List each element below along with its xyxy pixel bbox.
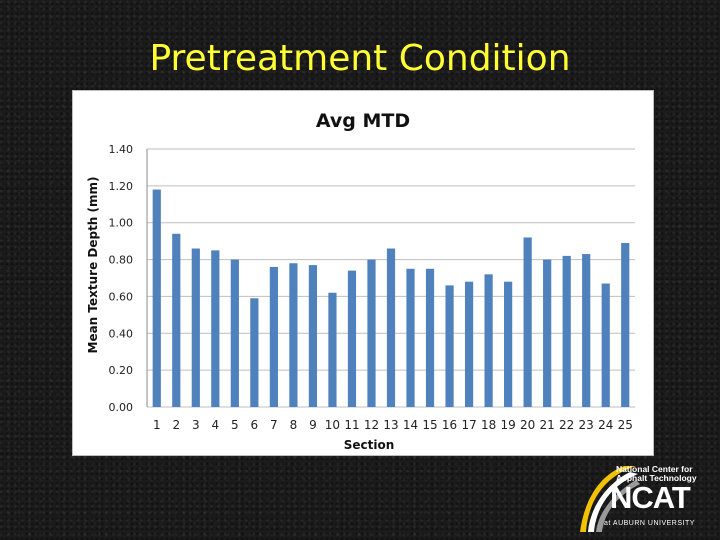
x-tick-label: 3 xyxy=(192,418,200,432)
x-tick-label: 17 xyxy=(461,418,476,432)
y-tick-label: 0.80 xyxy=(109,254,134,267)
x-tick-label: 6 xyxy=(251,418,259,432)
bar-section-6 xyxy=(250,298,259,407)
bar-section-12 xyxy=(367,259,376,407)
y-tick-label: 1.40 xyxy=(109,143,134,156)
chart-title: Avg MTD xyxy=(316,110,410,132)
logo-tagline: at AUBURN UNIVERSITY xyxy=(604,520,695,527)
bar-section-15 xyxy=(425,268,435,407)
y-tick-label: 1.20 xyxy=(109,180,134,193)
logo-line-2: Asphalt Technology xyxy=(616,473,697,483)
logo-line-1: National Center for xyxy=(616,464,693,474)
logo-org-name: National Center for Asphalt Technology xyxy=(616,465,697,483)
bar-section-18 xyxy=(484,274,493,407)
x-axis-label: Section xyxy=(344,438,395,452)
x-tick-label: 19 xyxy=(500,418,515,432)
bar-section-3 xyxy=(191,248,200,407)
chart-panel: Avg MTD Section Mean Texture Depth (mm) … xyxy=(72,90,654,456)
x-tick-label: 8 xyxy=(290,418,298,432)
bar-section-1 xyxy=(152,189,161,407)
bar-section-14 xyxy=(406,268,415,407)
y-axis-ticks: 0.00 0.20 0.40 0.60 0.80 1.00 1.20 1.40 xyxy=(109,143,134,414)
y-tick-label: 0.00 xyxy=(109,401,134,414)
x-tick-label: 21 xyxy=(540,418,555,432)
bar-section-17 xyxy=(464,281,474,407)
bar-section-24 xyxy=(601,283,610,407)
x-tick-label: 5 xyxy=(231,418,239,432)
bar-section-21 xyxy=(543,259,552,407)
x-tick-label: 12 xyxy=(364,418,379,432)
x-tick-label: 11 xyxy=(344,418,359,432)
bar-section-19 xyxy=(504,281,513,407)
x-tick-label: 2 xyxy=(172,418,180,432)
x-tick-label: 16 xyxy=(442,418,457,432)
x-tick-label: 4 xyxy=(211,418,219,432)
y-axis-label: Mean Texture Depth (mm) xyxy=(86,176,100,353)
bar-section-16 xyxy=(445,285,454,407)
bar-section-4 xyxy=(211,250,220,407)
bar-chart: Avg MTD Section Mean Texture Depth (mm) … xyxy=(86,110,635,452)
bars xyxy=(152,189,630,407)
bar-section-5 xyxy=(230,259,239,407)
bar-section-20 xyxy=(523,237,532,407)
x-tick-label: 25 xyxy=(618,418,633,432)
bar-section-22 xyxy=(562,255,571,407)
x-tick-label: 7 xyxy=(270,418,278,432)
x-tick-label: 15 xyxy=(422,418,437,432)
y-tick-label: 1.00 xyxy=(109,217,134,230)
bar-section-23 xyxy=(582,254,591,407)
x-tick-label: 13 xyxy=(383,418,398,432)
logo-wordmark: NCAT xyxy=(610,480,691,515)
x-tick-label: 18 xyxy=(481,418,496,432)
x-tick-label: 14 xyxy=(403,418,418,432)
x-tick-label: 22 xyxy=(559,418,574,432)
x-tick-label: 10 xyxy=(325,418,340,432)
bar-section-9 xyxy=(308,265,318,407)
slide-title: Pretreatment Condition xyxy=(149,38,571,79)
x-tick-label: 20 xyxy=(520,418,535,432)
road-swoosh-icon xyxy=(580,466,640,532)
x-axis-ticks: 1 2 3 4 5 6 7 8 9 10 11 12 13 14 15 16 17 18 19 20 21 22 23 24 2… xyxy=(153,418,633,432)
y-tick-label: 0.60 xyxy=(109,290,134,303)
bar-section-7 xyxy=(269,266,278,407)
bar-section-10 xyxy=(328,292,337,407)
bar-section-25 xyxy=(621,242,630,407)
bar-section-11 xyxy=(347,270,357,407)
y-tick-label: 0.20 xyxy=(109,364,134,377)
x-tick-label: 9 xyxy=(309,418,317,432)
bar-section-2 xyxy=(172,233,181,407)
x-tick-label: 24 xyxy=(598,418,613,432)
y-tick-label: 0.40 xyxy=(109,327,134,340)
x-tick-label: 1 xyxy=(153,418,161,432)
bar-section-8 xyxy=(289,263,298,407)
x-tick-label: 23 xyxy=(579,418,594,432)
ncat-logo: National Center for Asphalt Technology N… xyxy=(580,462,714,534)
bar-section-13 xyxy=(386,248,396,407)
